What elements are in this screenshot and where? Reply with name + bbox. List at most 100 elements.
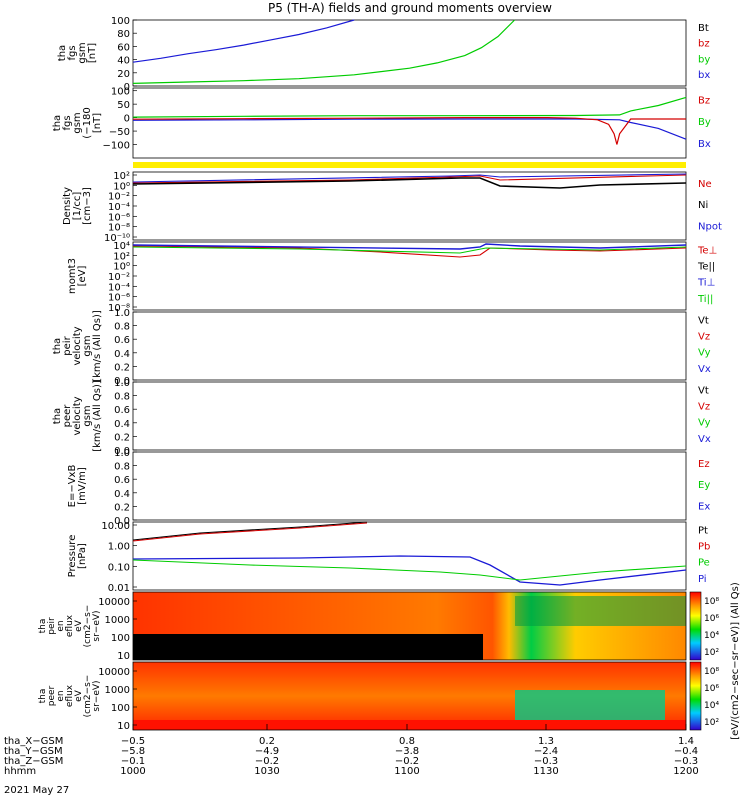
y-tick-label: 1000 bbox=[105, 615, 130, 626]
date-label: 2021 May 27 bbox=[4, 785, 69, 796]
y-tick-label: 0.2 bbox=[114, 432, 130, 443]
x-tick-label: 1100 bbox=[394, 766, 419, 777]
legend-pb: Pb bbox=[698, 542, 710, 553]
series-pi bbox=[132, 555, 687, 586]
y-axis-label: [km/s (All Qs)] bbox=[92, 380, 103, 452]
x-tick-label: 1.4 bbox=[678, 736, 694, 747]
y-axis-label: [nT] bbox=[87, 43, 98, 63]
series-bx bbox=[132, 118, 687, 140]
y-tick-label: −50 bbox=[109, 127, 130, 138]
y-tick-label: 10⁰ bbox=[113, 181, 130, 192]
legend-by: by bbox=[698, 54, 710, 65]
y-tick-label: 0.0 bbox=[114, 376, 130, 387]
legend-te⊥: Te⊥ bbox=[697, 245, 717, 256]
x-tick-label: −4.9 bbox=[255, 746, 279, 757]
colorbar-upper bbox=[689, 591, 702, 661]
legend-bz: Bz bbox=[698, 95, 710, 106]
colorbar-label: [eV/(cm2−sec−sr−eV)] (All Qs) bbox=[730, 582, 741, 740]
colorbar-tick-label: 10⁸ bbox=[704, 597, 719, 607]
panel-pressure: 10.00 1.00 0.10 0.01 Pressure [nPa] Pt Pb Pe Pi bbox=[67, 521, 710, 594]
x-row-label: tha_X−GSM bbox=[4, 736, 63, 747]
y-axis-label: Density bbox=[62, 187, 73, 225]
legend-ez: Ez bbox=[698, 459, 710, 470]
y-axis-label: fgs bbox=[62, 115, 73, 130]
series-by bbox=[132, 96, 687, 118]
series-pe bbox=[132, 559, 687, 581]
panel-peer-velocity: 1.0 0.8 0.6 0.4 0.2 0.0 tha peer velocity gsm [km/… bbox=[52, 378, 711, 457]
y-tick-label: 100 bbox=[111, 633, 130, 644]
legend-vz: Vz bbox=[698, 402, 710, 413]
y-tick-label: 10² bbox=[113, 171, 130, 182]
y-tick-label: 10⁻⁸ bbox=[108, 303, 130, 314]
legend-ey: Ey bbox=[698, 480, 710, 491]
y-tick-label: 10⁻⁶ bbox=[108, 293, 130, 304]
y-tick-label: 100 bbox=[111, 16, 130, 27]
y-tick-label: 10⁰ bbox=[113, 262, 130, 273]
x-tick-label: −0.3 bbox=[534, 756, 558, 767]
y-axis-label: peir bbox=[62, 335, 73, 355]
y-tick-label: 1000 bbox=[105, 685, 130, 696]
y-tick-label: 10⁻⁴ bbox=[108, 202, 130, 213]
y-tick-label: 0.8 bbox=[114, 322, 130, 333]
legend-ni: Ni bbox=[698, 200, 708, 211]
legend-vx: Vx bbox=[698, 434, 711, 445]
x-tick-label: 1000 bbox=[120, 766, 145, 777]
flag-bar bbox=[133, 162, 686, 168]
y-axis-label: eflux bbox=[65, 614, 75, 637]
plot-title: P5 (TH-A) fields and ground moments over… bbox=[268, 1, 552, 15]
x-row-label: hhmm bbox=[4, 766, 36, 777]
y-axis-label: velocity bbox=[72, 396, 83, 435]
y-tick-label: 10⁻² bbox=[108, 192, 130, 203]
series-npot bbox=[132, 173, 687, 183]
series-ti-perp bbox=[132, 243, 687, 250]
x-tick-label: −0.2 bbox=[255, 756, 279, 767]
y-tick-label: 0.4 bbox=[114, 349, 130, 360]
y-axis-label: sr−eV) bbox=[92, 680, 102, 711]
panel-electric-field: 1.0 0.8 0.6 0.4 0.2 0.0 E=−VxB [mV/m] Ez Ey Ex bbox=[67, 448, 710, 527]
series-bx bbox=[132, 19, 355, 63]
y-axis-label: velocity bbox=[72, 326, 83, 365]
y-tick-label: 0.6 bbox=[114, 405, 130, 416]
y-tick-label: 0.8 bbox=[114, 462, 130, 473]
series-ti-par bbox=[132, 246, 687, 254]
y-tick-label: 10⁴ bbox=[113, 241, 130, 252]
panel-frame bbox=[132, 591, 687, 661]
x-tick-label: 0.8 bbox=[399, 736, 415, 747]
y-axis-label: peer bbox=[62, 404, 73, 428]
x-tick-label: −2.4 bbox=[534, 746, 558, 757]
legend-bt: Bt bbox=[698, 23, 709, 34]
x-tick-label: −0.2 bbox=[395, 756, 419, 767]
y-axis-label: tha bbox=[52, 408, 63, 424]
y-tick-label: 1.0 bbox=[114, 448, 130, 459]
y-tick-label: 80 bbox=[117, 29, 130, 40]
y-tick-label: 60 bbox=[117, 42, 130, 53]
legend-vt: Vt bbox=[698, 385, 709, 396]
legend-npot: Npot bbox=[698, 221, 722, 232]
panel-frame bbox=[132, 311, 687, 381]
panel-fgs-gsm-total: 100 80 60 40 20 0 tha fgs gsm [nT] Bt bz by bx bbox=[57, 16, 710, 93]
y-tick-label: 10⁻⁶ bbox=[108, 212, 130, 223]
legend-vy: Vy bbox=[698, 348, 711, 359]
y-axis-label: E=−VxB bbox=[67, 465, 78, 508]
legend-bx: bx bbox=[698, 70, 710, 81]
y-tick-label: 10 bbox=[117, 651, 130, 662]
legend-ti||: Ti|| bbox=[697, 294, 713, 305]
legend-pi: Pi bbox=[698, 574, 707, 585]
legend-te||: Te|| bbox=[697, 262, 715, 273]
y-axis-label: gsm bbox=[77, 42, 88, 63]
panel-frame bbox=[132, 87, 687, 159]
y-tick-label: 0.10 bbox=[108, 562, 130, 573]
panel-frame bbox=[132, 19, 687, 87]
y-tick-label: 10000 bbox=[98, 597, 130, 608]
x-tick-label: −0.5 bbox=[121, 736, 145, 747]
y-tick-label: 1.0 bbox=[114, 308, 130, 319]
y-tick-label: 1.0 bbox=[114, 378, 130, 389]
y-tick-label: 10² bbox=[113, 251, 130, 262]
y-axis-label: eflux bbox=[65, 684, 75, 707]
y-axis-label: tha bbox=[38, 619, 48, 634]
y-tick-label: 0.0 bbox=[114, 446, 130, 457]
y-axis-label: (cm2−s− bbox=[83, 675, 93, 718]
series-ne bbox=[132, 174, 687, 184]
